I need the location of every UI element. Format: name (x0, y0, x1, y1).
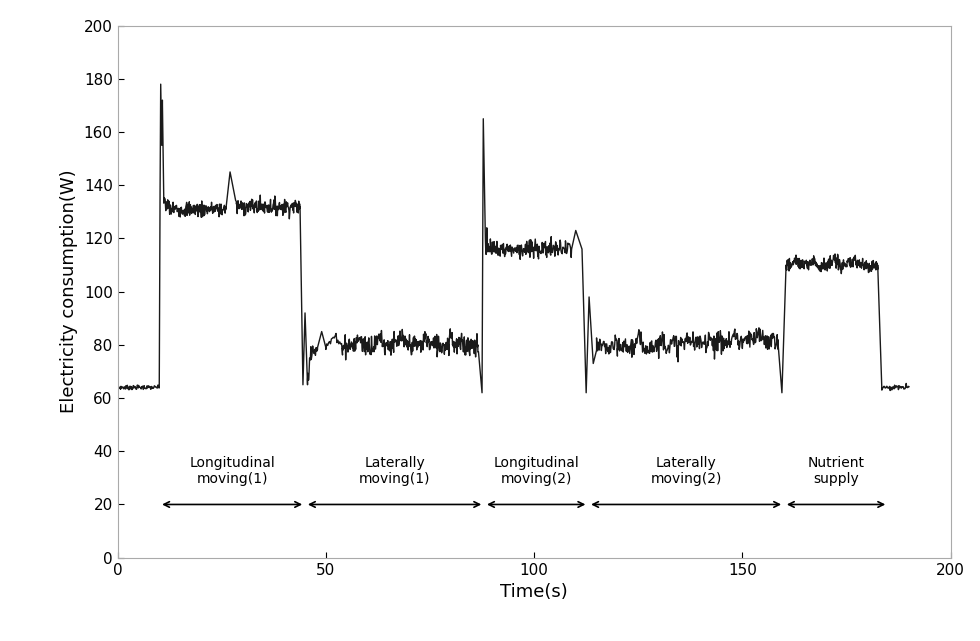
Text: Longitudinal
moving(1): Longitudinal moving(1) (189, 456, 275, 486)
X-axis label: Time(s): Time(s) (500, 583, 568, 601)
Text: Nutrient
supply: Nutrient supply (808, 456, 864, 486)
Text: Laterally
moving(1): Laterally moving(1) (359, 456, 430, 486)
Text: Longitudinal
moving(2): Longitudinal moving(2) (493, 456, 579, 486)
Text: Laterally
moving(2): Laterally moving(2) (651, 456, 722, 486)
Y-axis label: Electricity consumption(W): Electricity consumption(W) (60, 170, 78, 413)
